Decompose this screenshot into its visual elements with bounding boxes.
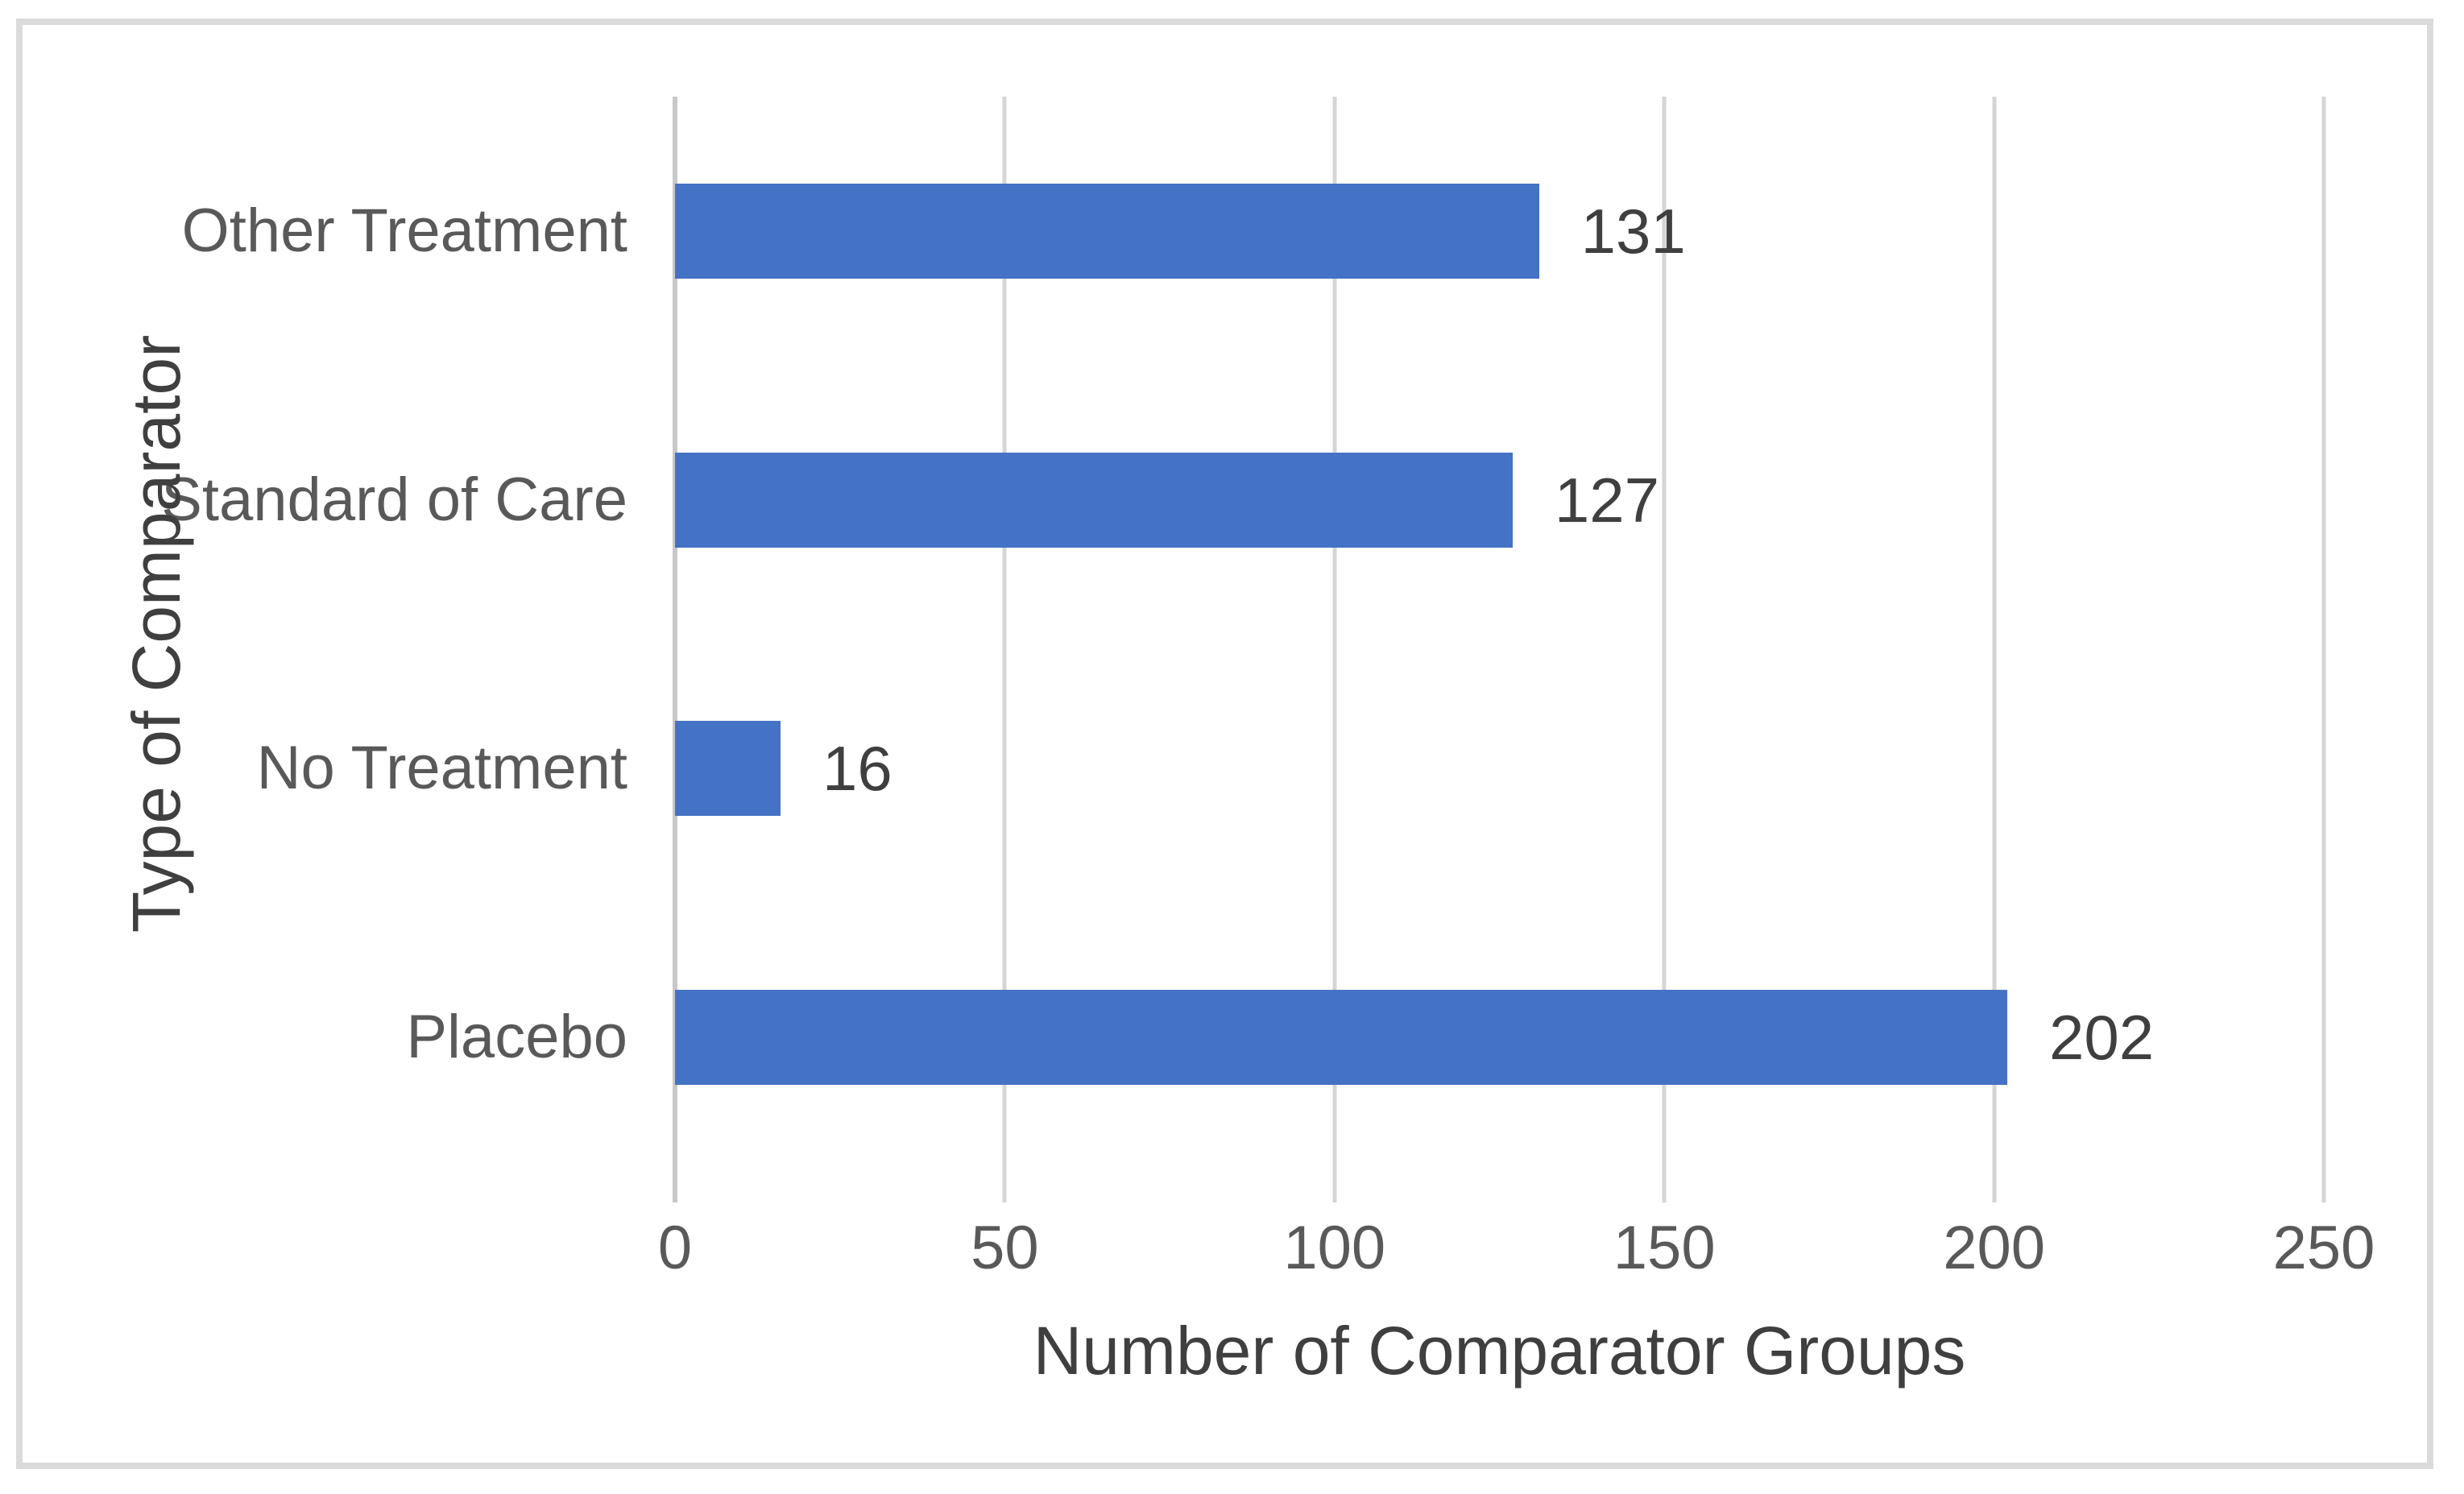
bar-row: 202 <box>675 903 2324 1172</box>
gridline-200 <box>1992 97 1997 1202</box>
gridline-150 <box>1662 97 1667 1202</box>
bar-no-treatment <box>675 721 781 817</box>
tick-label-0: 0 <box>657 1214 693 1282</box>
category-row: No Treatment <box>0 635 627 904</box>
bar-other-treatment <box>675 183 1539 279</box>
category-axis-labels: Other Treatment Standard of Care No Trea… <box>0 97 627 1172</box>
category-row: Other Treatment <box>0 97 627 366</box>
category-label-placebo: Placebo <box>406 1003 627 1072</box>
tick-label-200: 200 <box>1943 1214 2045 1282</box>
data-label: 127 <box>1554 464 1660 536</box>
gridline-50 <box>1002 97 1007 1202</box>
value-axis-line <box>673 97 677 1202</box>
bar-placebo <box>675 990 2007 1086</box>
gridline-layer <box>673 97 2326 1202</box>
data-label: 202 <box>2048 1002 2155 1074</box>
plot-area: 131 127 16 202 <box>675 97 2324 1172</box>
bar-row: 131 <box>675 97 2324 366</box>
gridline-250 <box>2321 97 2326 1202</box>
tick-label-100: 100 <box>1283 1214 1386 1282</box>
category-label-standard-of-care: Standard of Care <box>161 465 627 534</box>
category-label-no-treatment: No Treatment <box>256 734 627 803</box>
tick-label-250: 250 <box>2272 1214 2375 1282</box>
bar-standard-of-care <box>675 452 1513 548</box>
gridline-100 <box>1332 97 1337 1202</box>
category-row: Standard of Care <box>0 366 627 635</box>
category-row: Placebo <box>0 903 627 1172</box>
category-label-other-treatment: Other Treatment <box>181 196 627 265</box>
bar-row: 127 <box>675 366 2324 635</box>
y-axis-title: Type of Comparator <box>118 334 194 933</box>
data-label: 131 <box>1580 195 1686 267</box>
data-label: 16 <box>822 733 892 805</box>
bar-row: 16 <box>675 635 2324 904</box>
x-axis-title: Number of Comparator Groups <box>1033 1313 1966 1388</box>
value-axis-tick-labels: 0 50 100 150 200 250 <box>658 1214 2375 1290</box>
tick-label-150: 150 <box>1613 1214 1716 1282</box>
tick-label-50: 50 <box>971 1214 1039 1282</box>
